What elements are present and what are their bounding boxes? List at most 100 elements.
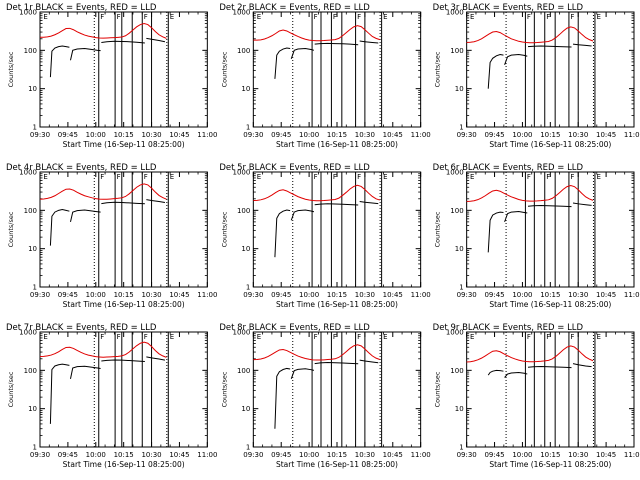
x-tick-label: 10:15 [540,291,560,299]
x-tick-label: 10:45 [169,291,189,299]
x-tick-label: 11:00 [411,291,431,299]
y-tick-label: 10 [28,85,37,93]
x-tick-label: 11:00 [197,291,217,299]
series-line-events [487,53,504,89]
series-line-events [70,209,101,222]
y-tick-label: 1000 [19,169,37,177]
x-tick-label: 10:15 [540,131,560,139]
y-tick-label: 100 [24,47,37,55]
chart-title: Det 1r BLACK = Events, RED = LLD [6,3,157,13]
x-tick-label: 09:45 [484,291,504,299]
y-tick-label: 1000 [233,9,251,17]
x-tick-label: 11:00 [624,451,640,459]
flag-label: E [43,173,47,181]
flag-label: F [357,333,361,341]
flag-label: E [383,173,387,181]
x-tick-label: 10:00 [86,291,106,299]
y-tick-label: 1 [33,124,37,132]
chart-panel-4: Det 4r BLACK = Events, RED = LLD 1 10 100 10… [6,163,217,309]
series-line-lld [253,25,380,42]
x-tick-label: 09:45 [58,291,78,299]
x-tick-label: 10:30 [355,451,375,459]
series-line-events [49,209,70,246]
series-line-events [101,40,145,44]
x-tick-label: 09:45 [271,291,291,299]
flag-label: E [170,173,174,181]
series-line-events [314,362,359,365]
flag-label: F [570,333,574,341]
series-line-events [527,365,572,369]
y-tick-label: 10 [241,405,250,413]
flag-label: E [257,333,261,341]
series-line-lld [466,26,594,44]
chart-title: Det 2r BLACK = Events, RED = LLD [219,3,370,13]
flag-label: E [383,333,387,341]
flag-label: F [100,333,104,341]
flag-label: F [546,333,550,341]
x-tick-label: 10:30 [355,291,375,299]
y-tick-label: 1 [459,124,463,132]
flag-label: E [383,13,387,21]
x-tick-label: 10:30 [141,451,161,459]
x-tick-label: 09:45 [58,131,78,139]
series-line-events [504,371,528,378]
y-tick-label: 1 [246,444,250,452]
series-line-events [290,47,315,60]
x-tick-label: 10:15 [327,131,347,139]
x-tick-label: 09:30 [243,451,263,459]
x-tick-label: 10:00 [512,131,532,139]
series-line-events [290,368,315,380]
x-axis-label: Start Time (16-Sep-11 08:25:00) [489,140,611,149]
x-tick-label: 10:45 [596,131,616,139]
series-line-events [70,365,101,379]
y-tick-label: 100 [450,47,463,55]
series-line-events [572,43,592,47]
series-line-events [359,40,379,44]
x-tick-label: 10:30 [141,131,161,139]
series-line-events [274,47,291,79]
y-tick-label: 10 [28,245,37,253]
y-axis-label: Counts/sec [220,371,228,407]
y-tick-label: 1000 [233,329,251,337]
x-tick-label: 10:30 [568,291,588,299]
series-line-events [314,203,359,206]
x-tick-label: 10:45 [169,131,189,139]
series-line-events [290,209,315,221]
x-tick-label: 10:30 [141,291,161,299]
series-line-lld [39,183,167,200]
x-axis-label: Start Time (16-Sep-11 08:25:00) [276,300,398,309]
flag-label: F [314,333,318,341]
y-tick-label: 1000 [446,329,464,337]
y-axis-label: Counts/sec [220,211,228,247]
x-axis-label: Start Time (16-Sep-11 08:25:00) [276,460,398,469]
x-tick-label: 10:00 [512,451,532,459]
x-tick-label: 11:00 [624,131,640,139]
flag-label: F [546,13,550,21]
series-line-events [527,45,572,48]
flag-label: F [546,173,550,181]
y-tick-label: 1000 [233,169,251,177]
x-tick-label: 09:30 [457,451,477,459]
x-tick-label: 09:30 [30,291,50,299]
series-line-lld [39,341,167,358]
series-line-events [359,201,379,205]
series-line-events [504,53,528,65]
flag-label: E [470,333,474,341]
flag-label: F [117,333,121,341]
y-tick-label: 10 [241,85,250,93]
y-tick-label: 100 [450,207,463,215]
flag-label: F [333,333,337,341]
y-tick-label: 10 [241,245,250,253]
series-line-events [101,359,145,362]
x-tick-label: 10:15 [327,291,347,299]
flag-label: F [100,13,104,21]
x-tick-label: 09:30 [243,291,263,299]
y-tick-label: 100 [237,207,250,215]
flag-label: F [357,13,361,21]
y-tick-label: 1000 [19,9,37,17]
series-line-events [527,204,572,208]
plot-frame [252,11,422,128]
y-tick-label: 100 [450,367,463,375]
flag-label: E [596,173,600,181]
chart-panel-2: Det 2r BLACK = Events, RED = LLD 1 10 100 10… [219,3,430,149]
